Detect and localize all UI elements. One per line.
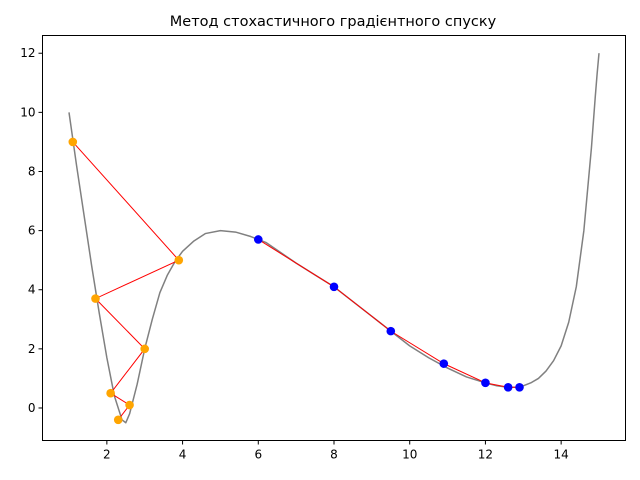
descent-point-right-start-1 — [329, 282, 339, 292]
y-tick-label-8: 8 — [28, 164, 36, 178]
y-tick-label-2: 2 — [28, 342, 36, 356]
descent-point-left-start-3 — [140, 344, 150, 354]
descent-point-left-start-0 — [68, 137, 78, 147]
plot-area — [68, 53, 600, 425]
y-tick-label-4: 4 — [28, 283, 36, 297]
descent-point-left-start-6 — [113, 415, 123, 425]
descent-point-right-start-2 — [386, 326, 396, 336]
descent-point-left-start-5 — [125, 400, 134, 410]
descent-point-right-start-4 — [481, 378, 490, 388]
y-tick-label-10: 10 — [20, 105, 35, 119]
x-tick-label-4: 4 — [179, 448, 187, 462]
y-tick-label-0: 0 — [28, 401, 36, 415]
descent-point-left-start-1 — [174, 255, 184, 265]
y-tick-label-6: 6 — [28, 224, 36, 238]
descent-point-right-start-0 — [253, 235, 263, 244]
descent-point-left-start-4 — [106, 388, 115, 398]
descent-point-right-start-6 — [515, 382, 524, 392]
x-tick-label-8: 8 — [330, 448, 338, 462]
descent-point-left-start-2 — [91, 294, 100, 303]
descent-point-right-start-5 — [503, 382, 513, 392]
x-tick-label-12: 12 — [478, 448, 493, 462]
x-tick-label-14: 14 — [554, 448, 569, 462]
y-tick-label-12: 12 — [20, 46, 35, 60]
chart-title: Метод стохастичного градієнтного спуску — [170, 14, 497, 30]
axes: 2 4 6 8 10 12 14 0 2 4 6 8 10 12 — [20, 46, 569, 461]
x-tick-label-6: 6 — [254, 448, 262, 462]
descent-point-right-start-3 — [439, 359, 449, 368]
x-tick-label-10: 10 — [402, 448, 417, 462]
x-tick-label-2: 2 — [103, 448, 111, 462]
